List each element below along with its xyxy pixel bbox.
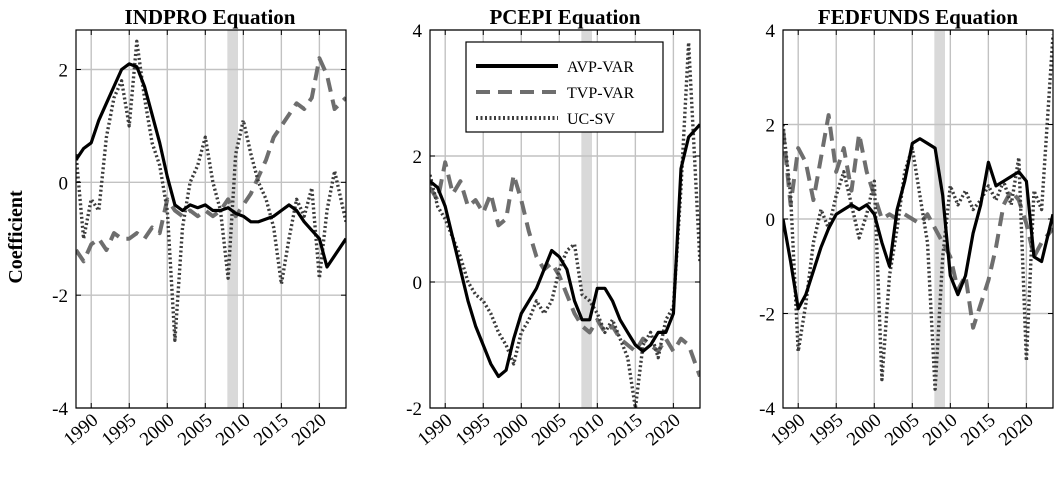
series-line-avp-var [76,62,346,269]
x-tick-label: 2010 [919,410,962,451]
plot-frame [429,29,701,409]
panel-title: FEDFUNDS Equation [818,5,1018,29]
x-tick-label: 2010 [212,410,255,451]
y-tick-label: 2 [59,60,69,81]
y-tick-label: 2 [766,116,776,137]
legend-label-avp: AVP-VAR [567,59,634,76]
panel-indpro: INDPRO Equation 199019952000200520102015… [52,5,347,451]
y-tick-label: 0 [413,273,423,294]
x-tick-label: 1995 [805,410,848,451]
series-line-avp-var [430,123,700,379]
panel-title: PCEPI Equation [489,5,640,29]
panel-fedfunds: FEDFUNDS Equation 1990199520002005201020… [759,5,1054,451]
x-tick-label: 1995 [98,410,141,451]
series-line-tvp-var [783,113,1053,330]
series-line-uc-sv [76,39,346,342]
y-tick-label: 2 [413,147,423,168]
x-tick-label: 2020 [288,410,331,451]
series-line-uc-sv [783,34,1053,391]
x-tick-label: 2005 [528,410,571,451]
series-line-uc-sv [430,40,700,408]
x-tick-label: 2000 [136,410,179,451]
recession-band [581,30,592,408]
x-tick-label: 2010 [566,410,609,451]
x-tick-label: 2020 [642,410,685,451]
x-tick-label: 2000 [843,410,886,451]
y-tick-label: -2 [759,305,775,326]
y-tick-label: -4 [759,399,775,420]
y-tick-label: 4 [766,21,776,42]
legend: AVP-VAR TVP-VAR UC-SV [465,41,664,133]
y-tick-label: -2 [52,286,68,307]
x-tick-label: 2015 [604,410,647,451]
series-line-tvp-var [430,160,700,378]
series-line-avp-var [783,137,1053,311]
y-tick-label: 4 [413,21,423,42]
x-tick-label: 2005 [174,410,217,451]
y-tick-label: -2 [406,399,422,420]
panel-title: INDPRO Equation [125,5,296,29]
y-tick-label: -4 [52,399,68,420]
legend-label-ucsv: UC-SV [567,111,615,128]
x-tick-label: 2015 [250,410,293,451]
y-tick-label: 0 [59,173,69,194]
x-tick-label: 2020 [995,410,1038,451]
y-tick-label: 0 [766,210,776,231]
legend-label-tvp: TVP-VAR [567,85,635,102]
x-tick-label: 2005 [881,410,924,451]
plot-frame [75,29,347,409]
y-axis-label: Coefficient [5,190,27,284]
x-tick-label: 2015 [957,410,1000,451]
series-line-tvp-var [76,56,346,264]
x-tick-label: 2000 [490,410,533,451]
x-tick-label: 1995 [452,410,495,451]
